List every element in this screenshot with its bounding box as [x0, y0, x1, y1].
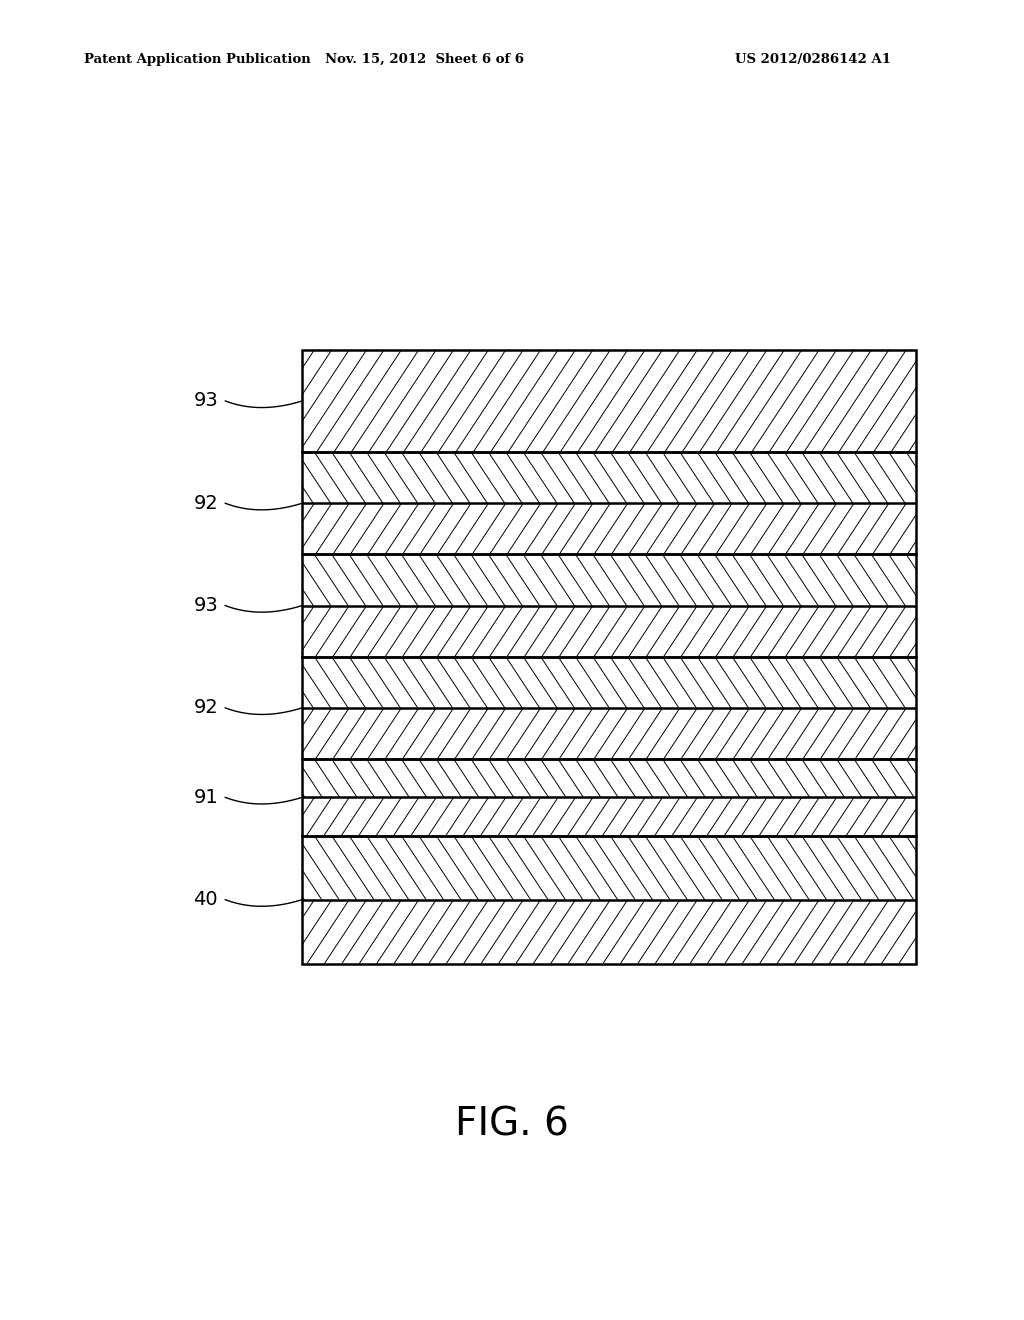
- Bar: [302, 554, 916, 657]
- Text: FIG. 6: FIG. 6: [455, 1106, 569, 1143]
- Bar: [302, 453, 916, 554]
- Text: Nov. 15, 2012  Sheet 6 of 6: Nov. 15, 2012 Sheet 6 of 6: [326, 53, 524, 66]
- Bar: [302, 836, 916, 964]
- Bar: [302, 657, 916, 759]
- Bar: [302, 657, 916, 759]
- Bar: [302, 453, 916, 554]
- Bar: [302, 554, 916, 657]
- Text: 93: 93: [194, 392, 218, 411]
- Text: US 2012/0286142 A1: US 2012/0286142 A1: [735, 53, 891, 66]
- Bar: [302, 759, 916, 836]
- Text: 92: 92: [194, 698, 218, 717]
- Bar: [302, 350, 916, 451]
- Bar: [302, 350, 916, 451]
- Text: 40: 40: [194, 890, 218, 909]
- Text: 92: 92: [194, 494, 218, 512]
- Bar: [302, 759, 916, 836]
- Text: 93: 93: [194, 597, 218, 615]
- Bar: [302, 836, 916, 964]
- Text: 91: 91: [194, 788, 218, 807]
- Text: Patent Application Publication: Patent Application Publication: [84, 53, 310, 66]
